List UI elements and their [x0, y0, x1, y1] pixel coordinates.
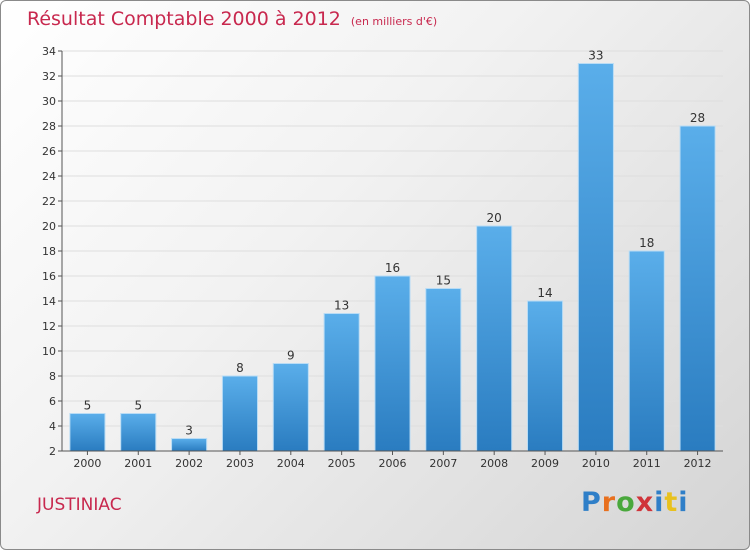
bar: [272, 363, 309, 452]
y-tick-label: 24: [42, 170, 56, 183]
bar: [526, 300, 564, 452]
x-tick-label: 2003: [226, 457, 254, 470]
bars: 5 5 3 8 9 13 16 15 20 14 33 18 28: [69, 49, 716, 452]
x-tick-label: 2009: [531, 457, 559, 470]
bar-value-label: 28: [690, 111, 705, 125]
y-tick-label: 6: [49, 395, 56, 408]
bar-value-label: 13: [334, 299, 349, 313]
bar: [323, 313, 360, 452]
x-tick-label: 2001: [124, 457, 152, 470]
bar: [221, 375, 259, 452]
bar: [628, 250, 665, 452]
x-tick-label: 2006: [379, 457, 407, 470]
x-tick-label: 2008: [480, 457, 508, 470]
logo-letter: r: [601, 487, 617, 518]
bar-value-label: 5: [134, 399, 142, 413]
bar-value-label: 20: [487, 211, 502, 225]
bar-value-label: 8: [236, 361, 244, 375]
y-tick-label: 20: [42, 220, 56, 233]
logo-letter: t: [664, 487, 679, 518]
logo-letter: P: [581, 487, 602, 518]
y-tick-label: 12: [42, 320, 56, 333]
x-tick-label: 2005: [328, 457, 356, 470]
bar-value-label: 14: [537, 286, 552, 300]
bar-value-label: 16: [385, 261, 400, 275]
bar: [374, 275, 411, 452]
y-tick-label: 8: [49, 370, 56, 383]
bar: [679, 125, 716, 452]
y-tick-label: 18: [42, 245, 56, 258]
y-tick-label: 26: [42, 145, 56, 158]
bar-value-label: 5: [84, 399, 92, 413]
y-tick-label: 30: [42, 95, 56, 108]
bar-value-label: 18: [639, 236, 654, 250]
title-text: Résultat Comptable 2000 à 2012: [27, 8, 341, 30]
bar: [425, 288, 462, 452]
town-name: JUSTINIAC: [37, 495, 122, 515]
proxiti-logo: Proxiti: [581, 487, 689, 518]
y-tick-label: 32: [42, 70, 56, 83]
x-tick-label: 2004: [277, 457, 305, 470]
bar: [120, 413, 157, 452]
title-unit: (en milliers d'€): [350, 15, 438, 28]
logo-letter: i: [654, 487, 665, 518]
y-tick-label: 2: [49, 445, 56, 458]
logo-letter: o: [616, 487, 636, 518]
bar-value-label: 33: [588, 49, 603, 63]
logo-letter: x: [635, 487, 655, 518]
bar: [69, 413, 106, 452]
y-tick-label: 16: [42, 270, 56, 283]
bar-value-label: 3: [185, 424, 193, 438]
y-tick-label: 34: [42, 45, 56, 58]
x-tick-label: 2011: [633, 457, 661, 470]
bar: [171, 438, 208, 452]
x-tick-label: 2000: [73, 457, 101, 470]
y-tick-label: 14: [42, 295, 56, 308]
y-tick-label: 10: [42, 345, 56, 358]
logo-letter: i: [678, 487, 689, 518]
bar: [577, 63, 614, 452]
x-tick-label: 2012: [684, 457, 712, 470]
x-tick-label: 2007: [429, 457, 457, 470]
bar: [476, 225, 513, 452]
y-tick-label: 22: [42, 195, 56, 208]
y-tick-label: 4: [49, 420, 56, 433]
bar-value-label: 15: [436, 274, 451, 288]
x-tick-label: 2010: [582, 457, 610, 470]
bar-value-label: 9: [287, 349, 295, 363]
chart-title: Résultat Comptable 2000 à 2012 (en millie…: [27, 8, 437, 30]
y-tick-label: 28: [42, 120, 56, 133]
x-tick-label: 2002: [175, 457, 203, 470]
